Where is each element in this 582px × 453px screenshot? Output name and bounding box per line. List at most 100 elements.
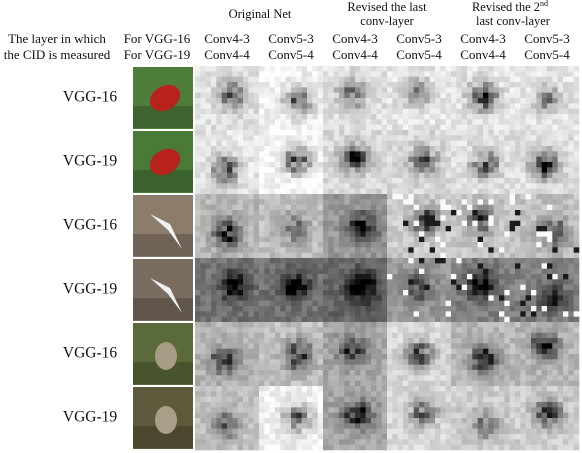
heatmap-cell xyxy=(349,268,356,275)
heatmap-cell xyxy=(403,82,409,88)
heatmap-cell xyxy=(280,354,286,360)
heatmap-cell xyxy=(424,108,430,115)
heatmap-cell xyxy=(531,375,537,381)
heatmap-cell xyxy=(211,178,217,184)
heatmap-cell xyxy=(200,66,206,72)
heatmap-cell xyxy=(248,348,254,355)
heatmap-cell xyxy=(563,82,569,88)
heatmap-cell xyxy=(456,92,462,99)
heatmap-cell xyxy=(333,146,340,152)
heatmap-cell xyxy=(493,354,500,360)
heatmap-cell xyxy=(387,156,393,163)
heatmap-cell xyxy=(200,263,206,269)
heatmap-cell xyxy=(397,172,404,179)
heatmap-cell xyxy=(531,119,537,125)
heatmap-cell xyxy=(445,146,452,152)
heatmap-cell xyxy=(413,338,420,344)
heatmap-cell xyxy=(221,242,228,248)
heatmap-cell xyxy=(381,327,388,333)
heatmap-cell xyxy=(461,178,468,184)
heatmap-cell xyxy=(472,306,478,312)
heatmap-cell xyxy=(243,172,249,179)
heatmap-cell xyxy=(413,396,420,403)
heatmap-cell xyxy=(531,348,537,355)
heatmap-cell xyxy=(509,167,516,173)
heatmap-cell xyxy=(467,242,473,248)
heatmap-cell xyxy=(269,279,276,285)
heatmap-cell xyxy=(445,284,452,291)
heatmap-cell xyxy=(392,183,398,189)
heatmap-cell xyxy=(301,412,308,419)
heatmap-cell xyxy=(397,327,404,333)
heatmap-cell xyxy=(211,226,217,232)
heatmap-cell xyxy=(403,412,409,419)
heatmap-cell xyxy=(269,183,276,189)
heatmap-cell xyxy=(291,76,297,83)
heatmap-cell xyxy=(440,348,446,355)
heatmap-cell xyxy=(237,386,244,392)
heatmap-cell xyxy=(221,135,228,141)
heatmap-cell xyxy=(355,375,361,381)
heatmap-cell xyxy=(296,364,302,371)
heatmap-cell xyxy=(205,231,212,237)
heatmap-cell xyxy=(355,380,361,387)
heatmap-cell xyxy=(365,103,372,109)
heatmap-cell xyxy=(397,108,404,115)
heatmap-cell xyxy=(525,364,532,371)
heatmap-cell xyxy=(387,348,393,355)
heatmap-cell xyxy=(408,103,414,109)
heatmap-cell xyxy=(296,380,302,387)
heatmap-cell xyxy=(211,156,217,163)
heatmap-cell xyxy=(275,412,281,419)
heatmap-cell xyxy=(424,103,430,109)
heatmap-cell xyxy=(253,407,260,413)
heatmap-cell xyxy=(424,418,430,424)
heatmap-cell xyxy=(525,268,532,275)
heatmap-cell xyxy=(557,295,564,301)
heatmap-cell xyxy=(328,386,334,392)
heatmap-cell xyxy=(328,263,334,269)
heatmap-cell xyxy=(504,215,510,221)
heatmap-cell xyxy=(525,231,532,237)
heatmap-cell xyxy=(397,284,404,291)
heatmap-cell xyxy=(424,215,430,221)
heatmap-cell xyxy=(259,172,265,179)
heatmap-cell xyxy=(515,156,521,163)
heatmap-cell xyxy=(536,290,542,296)
heatmap-cell xyxy=(365,439,372,445)
heatmap-cell xyxy=(275,311,281,317)
heatmap-cell xyxy=(451,290,457,296)
heatmap-cell xyxy=(392,332,398,339)
heatmap-cell xyxy=(307,103,313,109)
heatmap-cell xyxy=(285,252,292,259)
heatmap-cell xyxy=(237,210,244,216)
heatmap-cell xyxy=(419,343,425,349)
heatmap-cell xyxy=(483,82,489,88)
heatmap-cell xyxy=(211,380,217,387)
heatmap-cell xyxy=(264,172,270,179)
heatmap-cell xyxy=(205,167,212,173)
heatmap-cell xyxy=(547,76,553,83)
heatmap-cell xyxy=(531,188,537,195)
heatmap-cell xyxy=(461,375,468,381)
heatmap-cell xyxy=(328,306,334,312)
heatmap-cell xyxy=(195,178,201,184)
heatmap-cell xyxy=(200,210,206,216)
heatmap-cell xyxy=(269,407,276,413)
heatmap-cell xyxy=(525,284,532,291)
heatmap-cell xyxy=(456,279,462,285)
heatmap-cell xyxy=(264,386,270,392)
heatmap-cell xyxy=(312,98,318,104)
heatmap-cell xyxy=(323,386,329,392)
heatmap-cell xyxy=(477,247,484,253)
heatmap-cell xyxy=(259,215,265,221)
heatmap-cell xyxy=(547,242,553,248)
heatmap-cell xyxy=(280,215,286,221)
heatmap-cell xyxy=(339,263,345,269)
heatmap-cell xyxy=(563,380,569,387)
heatmap-cell xyxy=(440,412,446,419)
heatmap-cell xyxy=(205,370,212,376)
heatmap-cell xyxy=(312,322,318,328)
heatmap-cell xyxy=(509,348,516,355)
heatmap-cell xyxy=(499,82,505,88)
